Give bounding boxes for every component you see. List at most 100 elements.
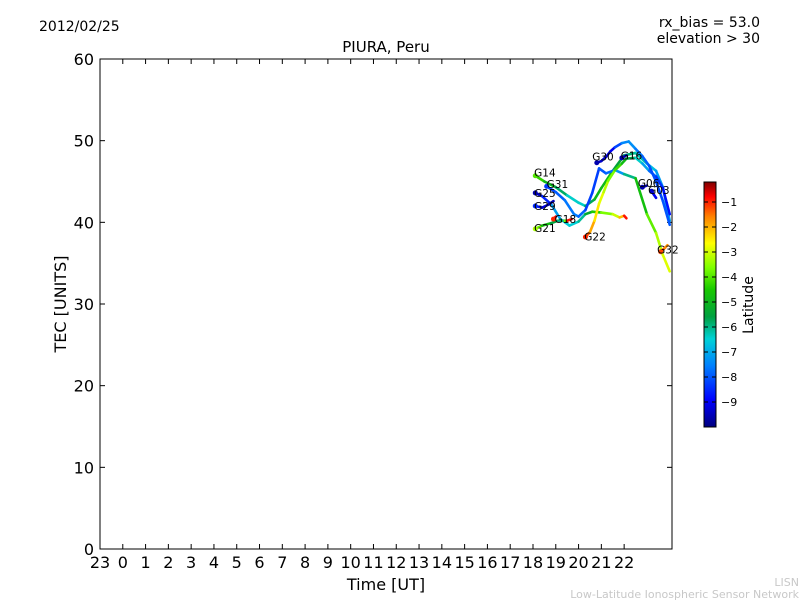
series-label: G30: [592, 151, 614, 163]
colorbar-ticks: −1 −2 −3 −4 −5 −6 −7 −8 −9: [704, 196, 737, 409]
series-G18: [550, 215, 558, 222]
x-tick-label: 17: [500, 553, 520, 572]
x-tick-label: 8: [300, 553, 310, 572]
colorbar-tick-label: −7: [721, 346, 737, 359]
series-segment: [627, 140, 637, 151]
series-G03: [648, 188, 658, 200]
series-G29: [532, 199, 555, 209]
series-start-point: [532, 173, 538, 179]
series-start-point: [648, 188, 654, 194]
x-tick-label: 0: [118, 553, 128, 572]
x-tick-label: 15: [454, 553, 474, 572]
x-tick-label: 10: [340, 553, 360, 572]
x-tick-label: 14: [432, 553, 452, 572]
series-segment: [554, 185, 569, 197]
colorbar-tick-label: −3: [721, 246, 737, 259]
series-segment: [563, 198, 576, 216]
series-start-point: [532, 190, 538, 196]
series-segment: [622, 172, 637, 180]
colorbar-label: Latitude: [741, 276, 757, 334]
x-tick-label: 18: [523, 553, 543, 572]
rx-bias-label: rx_bias = 53.0: [659, 15, 760, 31]
series-segment: [543, 180, 558, 189]
series-start-point: [544, 183, 550, 189]
series-G16: [619, 154, 628, 161]
colorbar-tick-label: −6: [721, 321, 737, 334]
chart-title: PIURA, Peru: [342, 38, 429, 56]
colorbar-tick-label: −4: [721, 271, 737, 284]
series-segment: [540, 221, 553, 227]
y-tick-label: 0: [84, 540, 94, 559]
x-tick-label: 22: [614, 553, 634, 572]
series-segment: [613, 141, 624, 149]
series-segment: [554, 190, 567, 202]
series-segment: [590, 167, 601, 195]
colorbar-tick-label: −2: [721, 221, 737, 234]
colorbar-tick-label: −5: [721, 296, 737, 309]
series-label: G06: [638, 178, 660, 190]
x-tick-label: 13: [409, 553, 429, 572]
y-axis: 0 10 20 30 40 50 60: [74, 50, 672, 559]
series-segment: [588, 219, 596, 234]
series-label: G14: [534, 168, 556, 180]
series-segment: [641, 154, 651, 168]
y-tick-label: 60: [74, 50, 94, 69]
series-G22: [582, 156, 672, 240]
plot-area: [99, 58, 673, 550]
series-label: G22: [584, 231, 606, 243]
series-segment: [654, 180, 665, 203]
x-tick-label: 21: [591, 553, 611, 572]
series-start-point: [658, 249, 664, 255]
series-segment: [547, 199, 555, 206]
x-tick-label: 11: [363, 553, 383, 572]
series-segment: [634, 176, 649, 216]
colorbar-tick-label: −8: [721, 371, 737, 384]
series-segment: [606, 168, 617, 182]
y-tick-label: 10: [74, 458, 94, 477]
series-label: G18: [555, 214, 577, 226]
series-segment: [661, 199, 672, 227]
y-tick-label: 30: [74, 295, 94, 314]
x-tick-label: 9: [323, 553, 333, 572]
series-label: G21: [534, 223, 556, 235]
colorbar: [703, 181, 717, 428]
series-segment: [661, 186, 672, 216]
series-segment: [577, 208, 587, 218]
series-segment: [613, 162, 624, 172]
series-start-point: [532, 226, 538, 232]
colorbar-tick-label: −1: [721, 196, 737, 209]
series-segment: [568, 220, 580, 227]
x-tick-label: 5: [232, 553, 242, 572]
colorbar-tick-label: −9: [721, 396, 737, 409]
series-group: [532, 140, 672, 273]
x-tick-label: 23: [90, 553, 110, 572]
series-label: G25: [534, 188, 556, 200]
series-segment: [663, 243, 669, 249]
series-segment: [549, 203, 562, 221]
series-segment: [641, 162, 651, 173]
series-segment: [622, 214, 628, 220]
series-segment: [661, 253, 672, 273]
series-segment: [634, 156, 644, 165]
series-G06: [639, 184, 649, 190]
series-label: G16: [621, 150, 643, 162]
series-start-point: [582, 234, 588, 240]
series-segment: [597, 190, 605, 205]
series-label: G32: [657, 244, 679, 256]
series-segment: [597, 167, 608, 175]
series-segment: [593, 186, 603, 201]
org-full-label: Low-Latitude Ionospheric Sensor Network: [570, 588, 799, 600]
series-start-point: [550, 216, 556, 222]
y-tick-label: 40: [74, 213, 94, 232]
series-segment: [565, 194, 580, 205]
series-G30: [594, 140, 672, 227]
series-segment: [600, 169, 615, 190]
org-short-label: LISN: [774, 576, 799, 589]
series-G32: [658, 243, 669, 255]
x-tick-label: 7: [277, 553, 287, 572]
series-segment: [577, 212, 587, 223]
elevation-label: elevation > 30: [657, 31, 760, 47]
series-start-point: [594, 160, 600, 166]
